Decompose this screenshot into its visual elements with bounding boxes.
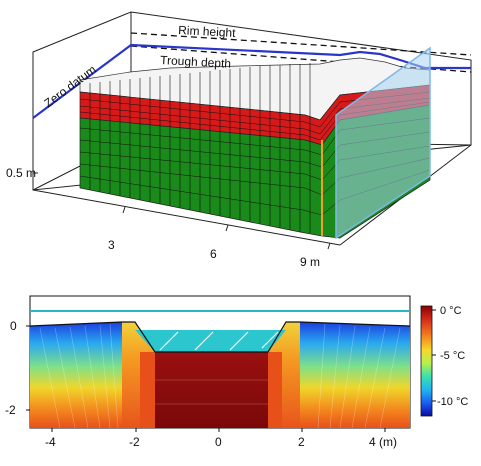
y-tick-neg2: -2 [5,403,16,417]
x-tick-0: 0 [215,435,222,449]
colorbar-label-0: 0 °C [440,305,462,317]
colorbar-label-neg5: -5 °C [440,350,465,362]
x-tick-neg2: -2 [129,435,140,449]
bottom-x-tick-marks [51,428,386,432]
core-edge-left [140,352,155,428]
top-x-tick-6: 6 [210,247,217,261]
colorbar-ticks [432,309,436,402]
rim-height-label: Rim height [178,23,237,40]
trough-hatch [159,331,279,351]
colorbar-label-neg10: -10 °C [437,396,468,408]
scale-bar-label: 0.5 m [6,166,36,180]
core-edge-right [268,352,282,428]
y-tick-0: 0 [10,319,17,333]
top-x-tick-marks [122,206,331,250]
top-x-tick-9: 9 m [300,255,320,269]
x-tick-neg4: -4 [45,435,56,449]
layer-block [79,46,431,240]
left-flank [30,322,122,428]
warm-core [155,352,268,428]
floor-front-edge [32,189,341,246]
trough-water [135,330,286,352]
x-tick-2: 2 [298,435,305,449]
mesh-lines [39,323,401,429]
top-panel: Rim height Trough depth Zero datum 0.5 m… [6,11,472,269]
highlight-slab [335,46,431,240]
colorbar [420,305,433,417]
x-tick-4m: 4 (m) [369,435,397,449]
rim-height-line [130,32,472,56]
ground-profile [29,321,411,353]
bottom-y-tick-marks [26,325,30,411]
bottom-panel: 0 -2 -4 -2 0 2 4 (m) 0 °C -5 °C -10 °C [5,295,468,449]
trough-depth-label: Trough depth [160,53,232,71]
top-x-tick-3: 3 [108,238,115,252]
right-flank [300,322,410,428]
slice-lines [89,63,311,233]
